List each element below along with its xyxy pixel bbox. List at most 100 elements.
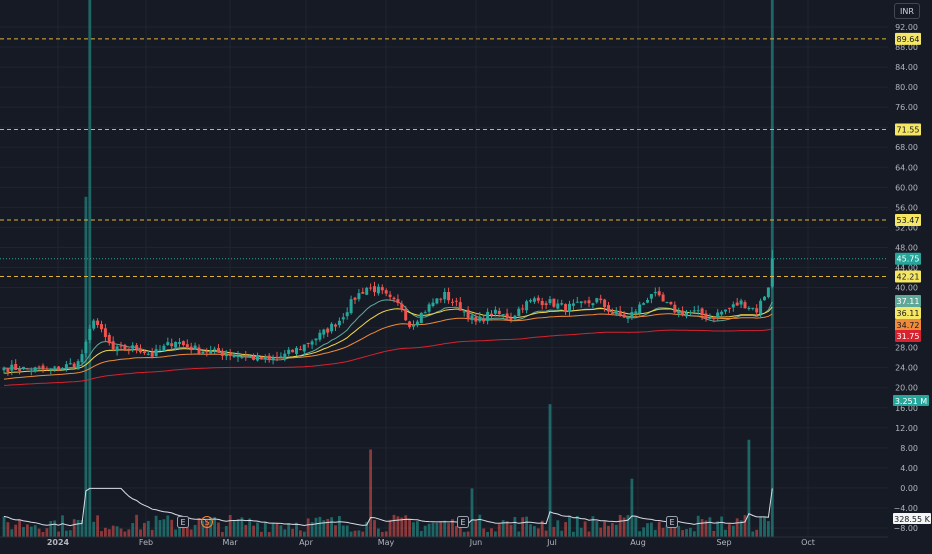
volume-bar	[607, 525, 610, 537]
volume-bar	[536, 528, 540, 537]
volume-bar	[244, 524, 248, 537]
candle-body	[610, 312, 614, 314]
time-tick-label: 2024	[47, 538, 70, 547]
candle-body	[64, 364, 68, 369]
candle-body	[657, 291, 661, 296]
volume-bar	[431, 522, 435, 537]
candle-body	[685, 312, 688, 317]
candle-body	[115, 346, 119, 352]
candle-body	[513, 315, 517, 320]
volume-bar	[150, 529, 154, 537]
candle-body	[521, 308, 525, 310]
candle-body	[205, 351, 209, 353]
volume-bar	[6, 522, 10, 537]
time-tick-label: Jun	[469, 538, 483, 547]
volume-bar	[419, 530, 423, 537]
price-level-label-bg	[895, 32, 921, 45]
candle-body	[556, 303, 560, 309]
candle-body	[318, 332, 322, 340]
volume-bar	[228, 515, 232, 537]
candle-body	[692, 310, 696, 312]
candle-body	[369, 287, 373, 289]
volume-bar	[170, 519, 174, 537]
volume-bar	[685, 529, 688, 537]
candle-body	[111, 341, 115, 350]
candle-body	[154, 349, 158, 357]
volume-average-line	[3, 487, 773, 527]
candle-body	[146, 353, 150, 355]
candle-body	[548, 299, 552, 304]
price-tick-label: 24.00	[895, 364, 918, 373]
candle-body	[53, 366, 57, 368]
volume-bar	[318, 516, 322, 537]
candle-body	[743, 302, 747, 309]
volume-bar	[143, 522, 146, 537]
price-tick-label: 8.00	[900, 444, 918, 453]
volume-bar	[115, 526, 119, 537]
volume-bar	[712, 530, 716, 537]
price-tick-label: 40.00	[895, 284, 918, 293]
time-tick-label: Jul	[546, 538, 557, 547]
volume-bar	[505, 521, 509, 537]
volume-bar	[80, 520, 84, 537]
candle-body	[454, 300, 458, 302]
volume-bar	[357, 530, 361, 537]
volume-bar	[478, 514, 482, 537]
candle-body	[497, 310, 501, 315]
candle-body	[209, 350, 213, 354]
volume-bar	[373, 520, 376, 537]
candle-body	[25, 368, 29, 370]
volume-bar	[611, 522, 614, 537]
moving-average-label: 37.11	[897, 297, 920, 306]
volume-bar	[314, 517, 318, 537]
candle-body	[365, 287, 369, 295]
volume-bar	[759, 516, 762, 537]
moving-average-label: 31.75	[897, 332, 920, 341]
candle-body	[123, 344, 127, 350]
candle-body	[747, 307, 751, 310]
volume-bar	[217, 522, 220, 537]
candle-body	[224, 354, 228, 357]
candle-body	[61, 367, 64, 370]
currency-badge[interactable]: INR	[894, 3, 920, 19]
candle-body	[259, 356, 263, 360]
price-tick-label: −8.00	[893, 524, 918, 533]
candle-body	[529, 300, 532, 302]
candle-body	[622, 314, 626, 318]
candle-body	[139, 348, 142, 353]
candle-body	[388, 294, 392, 297]
volume-bar	[490, 528, 493, 537]
volume-bar	[540, 520, 544, 537]
candle-body	[638, 304, 642, 314]
candle-body	[396, 299, 400, 303]
time-axis: 2024 Feb Mar Apr May Jun Jul Aug Sep Oct	[0, 536, 888, 547]
candle-body	[681, 310, 685, 316]
volume-bar	[630, 478, 634, 537]
volume-bar	[521, 517, 525, 537]
price-tick-label: 4.00	[900, 464, 918, 473]
candle-body	[220, 350, 224, 356]
split-marker-label: S	[204, 518, 209, 527]
volume-bar	[158, 520, 162, 537]
candle-body	[392, 297, 396, 300]
volume-bar	[65, 530, 68, 537]
candle-body	[37, 366, 41, 368]
volume-bar	[412, 522, 415, 537]
volume-bar	[302, 531, 306, 537]
volume-bar	[533, 526, 536, 537]
candle-body	[505, 313, 509, 319]
time-tick-label: Mar	[222, 538, 238, 547]
candle-body	[57, 366, 61, 371]
volume-bar	[139, 529, 142, 537]
volume-bar	[275, 523, 279, 537]
candle-body	[490, 313, 493, 316]
volume-bar	[447, 523, 450, 537]
volume-bar	[236, 519, 240, 537]
candle-body	[275, 356, 279, 358]
candle-body	[404, 308, 408, 321]
volume-bar	[486, 531, 489, 537]
candle-body	[10, 364, 14, 371]
volume-bar	[306, 518, 310, 537]
